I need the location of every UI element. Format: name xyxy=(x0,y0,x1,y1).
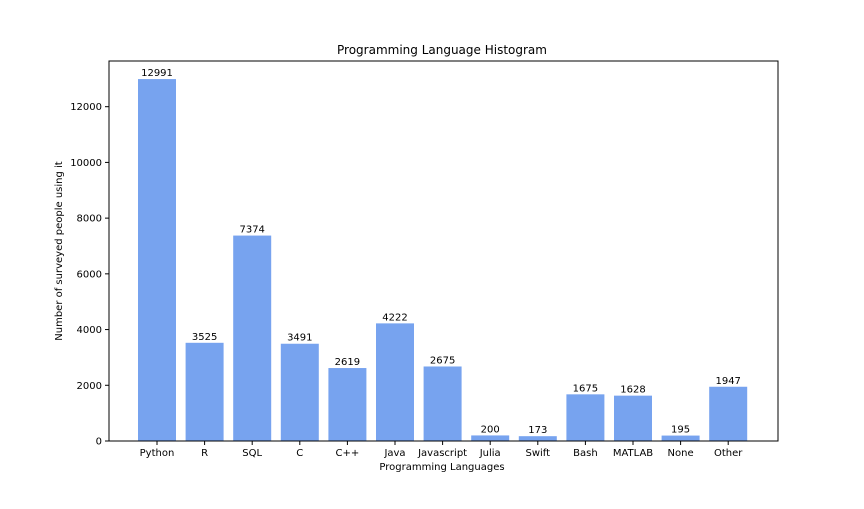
bar-4 xyxy=(328,368,367,441)
data-label-8: 173 xyxy=(528,425,547,436)
data-label-5: 4222 xyxy=(382,312,407,323)
data-label-10: 1628 xyxy=(620,385,645,396)
x-tick-label-4: C++ xyxy=(336,448,360,459)
data-label-0: 12991 xyxy=(141,68,173,79)
bar-6 xyxy=(423,366,462,441)
bar-1 xyxy=(185,342,224,441)
bar-8 xyxy=(518,436,557,441)
data-label-7: 200 xyxy=(481,424,500,435)
y-tick-label-5: 10000 xyxy=(70,158,102,169)
data-label-12: 1947 xyxy=(715,376,740,387)
bar-9 xyxy=(566,394,605,441)
bar-5 xyxy=(376,323,414,441)
data-label-4: 2619 xyxy=(335,357,360,368)
y-tick-label-6: 12000 xyxy=(70,102,102,113)
data-label-3: 3491 xyxy=(287,333,312,344)
bar-11 xyxy=(661,435,700,441)
bar-7 xyxy=(471,435,510,441)
x-axis-label: Programming Languages xyxy=(379,462,504,473)
data-label-2: 7374 xyxy=(239,225,264,236)
x-tick-label-0: Python xyxy=(140,448,175,459)
chart-title: Programming Language Histogram xyxy=(337,43,547,57)
ticks-layer: Python R SQL C C++ Java Javascript Julia Swift Ba… xyxy=(70,102,743,459)
y-tick-label-1: 2000 xyxy=(77,381,102,392)
x-tick-label-3: C xyxy=(296,448,303,459)
data-label-1: 3525 xyxy=(192,332,217,343)
x-tick-label-6: Javascript xyxy=(417,448,467,459)
y-tick-label-2: 4000 xyxy=(77,325,102,336)
y-tick-label-3: 6000 xyxy=(77,269,102,280)
y-tick-label-4: 8000 xyxy=(77,214,102,225)
x-tick-label-2: SQL xyxy=(242,448,262,459)
x-tick-label-8: Swift xyxy=(526,448,551,459)
bar-2 xyxy=(233,235,272,441)
x-tick-label-5: Java xyxy=(383,448,405,459)
data-label-9: 1675 xyxy=(573,383,598,394)
x-tick-label-9: Bash xyxy=(573,448,598,459)
plot-frame xyxy=(108,60,779,442)
bar-10 xyxy=(614,395,652,441)
x-tick-label-7: Julia xyxy=(479,448,501,459)
data-label-11: 195 xyxy=(671,425,690,436)
y-axis-label: Number of surveyed people using it xyxy=(54,161,65,341)
data-label-6: 2675 xyxy=(430,355,455,366)
bar-12 xyxy=(709,386,748,441)
x-tick-label-12: Other xyxy=(714,448,743,459)
bar-3 xyxy=(280,343,319,441)
bar-0 xyxy=(138,79,176,441)
y-tick-label-0: 0 xyxy=(96,437,102,448)
x-tick-label-10: MATLAB xyxy=(613,448,653,459)
x-tick-label-1: R xyxy=(201,448,208,459)
x-tick-label-11: None xyxy=(668,448,694,459)
bars-layer: 12991 3525 7374 3491 2619 4222 2675 200 173 1675 1… xyxy=(138,68,748,441)
